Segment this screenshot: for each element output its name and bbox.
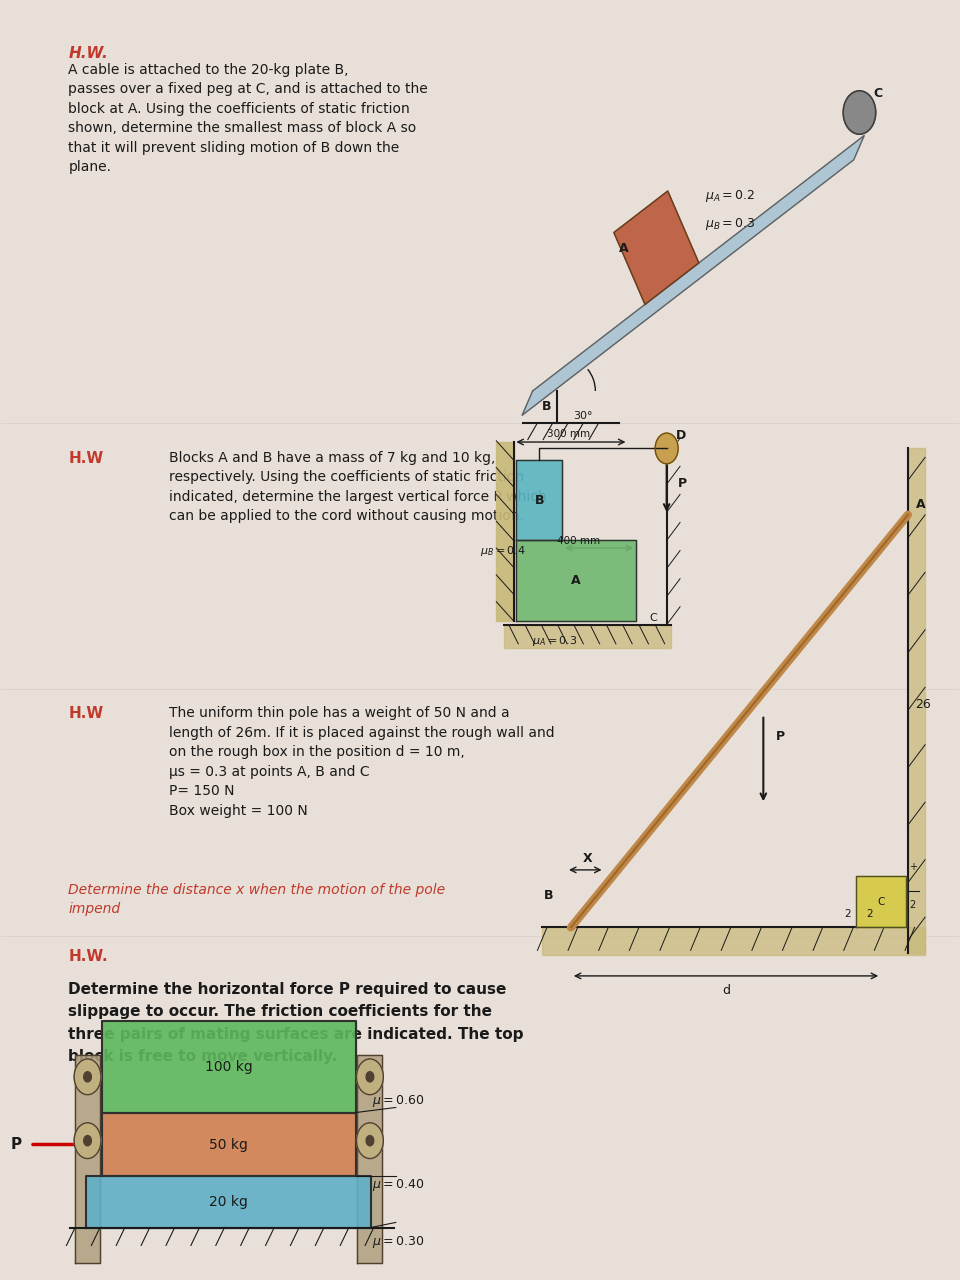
Text: P: P (678, 476, 687, 490)
Circle shape (84, 1071, 91, 1082)
Text: B: B (544, 890, 554, 902)
Polygon shape (102, 1020, 355, 1112)
Polygon shape (102, 1112, 355, 1176)
Text: Determine the horizontal force P required to cause
slippage to occur. The fricti: Determine the horizontal force P require… (68, 982, 524, 1064)
Polygon shape (856, 877, 906, 928)
Text: B: B (542, 401, 552, 413)
Circle shape (74, 1059, 101, 1094)
Circle shape (84, 1135, 91, 1146)
Polygon shape (516, 460, 563, 540)
Text: 2: 2 (845, 909, 852, 919)
Text: H.W.: H.W. (68, 948, 108, 964)
Text: 2: 2 (866, 909, 873, 919)
Text: A: A (619, 242, 629, 255)
Text: 20 kg: 20 kg (209, 1196, 248, 1210)
Circle shape (843, 91, 876, 134)
Text: P: P (11, 1137, 21, 1152)
Polygon shape (613, 191, 699, 305)
Text: 30°: 30° (573, 411, 592, 421)
Text: H.W: H.W (68, 707, 104, 722)
Text: $\mu_A = 0.3$: $\mu_A = 0.3$ (532, 634, 577, 648)
Circle shape (655, 433, 678, 463)
Text: $\mu = 0.40$: $\mu = 0.40$ (372, 1176, 424, 1193)
Text: C: C (874, 87, 883, 100)
Text: C: C (649, 613, 658, 623)
Text: $\mu_B = 0.3$: $\mu_B = 0.3$ (705, 216, 756, 233)
Polygon shape (504, 625, 671, 648)
Polygon shape (357, 1055, 382, 1263)
Polygon shape (908, 448, 925, 952)
Text: $\mu_A = 0.2$: $\mu_A = 0.2$ (705, 188, 755, 205)
Polygon shape (516, 540, 636, 621)
Text: A: A (916, 498, 925, 512)
Polygon shape (85, 1176, 371, 1228)
Text: P: P (776, 731, 785, 744)
Text: D: D (676, 430, 686, 443)
Text: 400 mm: 400 mm (557, 536, 600, 547)
Text: B: B (535, 494, 544, 507)
Polygon shape (75, 1055, 100, 1263)
Text: 50 kg: 50 kg (209, 1138, 249, 1152)
Text: 100 kg: 100 kg (204, 1060, 252, 1074)
Circle shape (74, 1123, 101, 1158)
Circle shape (356, 1123, 383, 1158)
Text: H.W: H.W (68, 451, 104, 466)
Text: Blocks A and B have a mass of 7 kg and 10 kg,
respectively. Using the coefficien: Blocks A and B have a mass of 7 kg and 1… (169, 451, 546, 524)
Text: $\mu = 0.30$: $\mu = 0.30$ (372, 1234, 424, 1251)
Circle shape (356, 1059, 383, 1094)
Text: 2: 2 (909, 900, 915, 910)
Text: A cable is attached to the 20-kg plate B,
passes over a fixed peg at C, and is a: A cable is attached to the 20-kg plate B… (68, 63, 428, 174)
Polygon shape (496, 442, 514, 621)
Text: d: d (722, 984, 730, 997)
Polygon shape (522, 136, 864, 415)
Text: $\mu_B = 0.4$: $\mu_B = 0.4$ (480, 544, 526, 558)
Text: 300 mm: 300 mm (547, 429, 590, 439)
Text: Determine the distance x when the motion of the pole
impend: Determine the distance x when the motion… (68, 883, 445, 916)
Text: +: + (909, 861, 917, 872)
Text: C: C (877, 897, 885, 906)
Circle shape (366, 1135, 373, 1146)
Circle shape (366, 1071, 373, 1082)
Text: X: X (583, 852, 592, 865)
Text: 26: 26 (916, 699, 931, 712)
Polygon shape (542, 928, 925, 955)
Text: $\mu = 0.60$: $\mu = 0.60$ (372, 1093, 424, 1108)
Text: H.W.: H.W. (68, 46, 108, 61)
Text: A: A (571, 575, 581, 588)
Text: The uniform thin pole has a weight of 50 N and a
length of 26m. If it is placed : The uniform thin pole has a weight of 50… (169, 707, 555, 818)
